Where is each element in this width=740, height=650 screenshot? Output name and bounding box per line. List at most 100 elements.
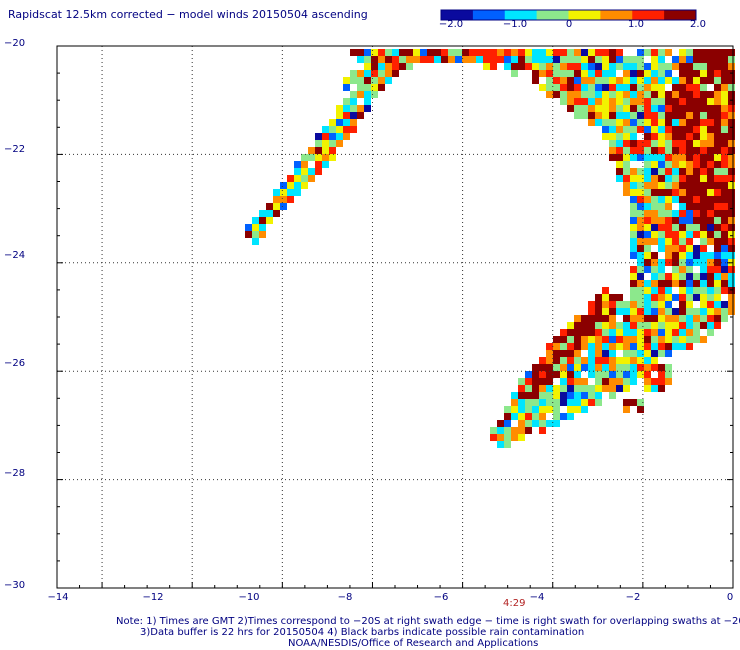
- wind-cell: [665, 77, 672, 84]
- wind-cell: [518, 385, 525, 392]
- wind-cell: [693, 245, 700, 252]
- wind-cell: [483, 49, 490, 56]
- wind-cell: [714, 231, 721, 238]
- wind-cell: [637, 147, 644, 154]
- wind-cell: [693, 119, 700, 126]
- wind-cell: [644, 301, 651, 308]
- wind-cell: [595, 308, 602, 315]
- wind-cell: [714, 112, 721, 119]
- wind-cell: [651, 287, 658, 294]
- wind-cell: [546, 357, 553, 364]
- wind-cell: [686, 238, 693, 245]
- wind-cell: [532, 378, 539, 385]
- wind-cell: [644, 105, 651, 112]
- wind-cell: [539, 63, 546, 70]
- wind-cell: [511, 413, 518, 420]
- wind-cell: [357, 56, 364, 63]
- wind-cell: [651, 315, 658, 322]
- wind-cell: [700, 154, 707, 161]
- wind-cell: [266, 210, 273, 217]
- wind-cell: [707, 154, 714, 161]
- wind-cell: [553, 56, 560, 63]
- wind-cell: [336, 140, 343, 147]
- wind-cell: [525, 406, 532, 413]
- wind-cell: [693, 189, 700, 196]
- wind-cell: [707, 56, 714, 63]
- wind-cell: [665, 133, 672, 140]
- wind-cell: [714, 126, 721, 133]
- wind-cell: [721, 266, 728, 273]
- wind-cell: [511, 63, 518, 70]
- wind-cell: [588, 399, 595, 406]
- wind-cell: [616, 343, 623, 350]
- wind-cell: [658, 217, 665, 224]
- wind-cell: [714, 140, 721, 147]
- wind-cell: [651, 91, 658, 98]
- wind-cell: [511, 399, 518, 406]
- wind-cell: [658, 287, 665, 294]
- wind-cell: [371, 63, 378, 70]
- wind-cell: [616, 84, 623, 91]
- wind-cell: [623, 77, 630, 84]
- wind-cell: [567, 392, 574, 399]
- wind-cell: [602, 63, 609, 70]
- wind-cell: [658, 280, 665, 287]
- wind-cell: [630, 147, 637, 154]
- wind-cell: [532, 392, 539, 399]
- wind-cell: [665, 301, 672, 308]
- wind-cell: [525, 399, 532, 406]
- wind-cell: [721, 98, 728, 105]
- wind-cell: [651, 217, 658, 224]
- wind-cell: [602, 287, 609, 294]
- wind-cell: [644, 315, 651, 322]
- wind-cell: [644, 84, 651, 91]
- wind-cell: [672, 140, 679, 147]
- wind-cell: [644, 140, 651, 147]
- wind-cell: [616, 336, 623, 343]
- wind-cell: [672, 168, 679, 175]
- wind-cell: [371, 70, 378, 77]
- wind-cell: [630, 112, 637, 119]
- wind-cell: [616, 168, 623, 175]
- wind-cell: [588, 350, 595, 357]
- wind-cell: [714, 301, 721, 308]
- notes-block: Note: 1) Times are GMT 2)Times correspon…: [0, 616, 740, 649]
- wind-cell: [644, 350, 651, 357]
- y-axis-label: −22: [4, 144, 26, 155]
- wind-cell: [560, 329, 567, 336]
- wind-cell: [665, 259, 672, 266]
- wind-cell: [728, 77, 735, 84]
- wind-cell: [637, 168, 644, 175]
- wind-cell: [511, 56, 518, 63]
- wind-cell: [630, 322, 637, 329]
- wind-cell: [672, 266, 679, 273]
- wind-cell: [714, 56, 721, 63]
- wind-cell: [504, 420, 511, 427]
- wind-cell: [546, 406, 553, 413]
- wind-cell: [693, 63, 700, 70]
- wind-cell: [679, 210, 686, 217]
- wind-cell: [644, 266, 651, 273]
- wind-cell: [609, 98, 616, 105]
- wind-cell: [665, 91, 672, 98]
- wind-cell: [609, 63, 616, 70]
- colorbar-frame: [440, 9, 697, 21]
- colorbar-segment: [536, 10, 569, 20]
- wind-cell: [651, 308, 658, 315]
- wind-cell: [658, 385, 665, 392]
- wind-cell: [721, 203, 728, 210]
- wind-cell: [567, 56, 574, 63]
- wind-cell: [434, 56, 441, 63]
- wind-cell: [665, 217, 672, 224]
- wind-cell: [693, 49, 700, 56]
- wind-cell: [595, 77, 602, 84]
- colorbar: [440, 9, 697, 21]
- wind-cell: [448, 49, 455, 56]
- wind-cell: [490, 427, 497, 434]
- wind-cell: [294, 175, 301, 182]
- wind-cell: [728, 189, 735, 196]
- wind-cell: [609, 301, 616, 308]
- wind-cell: [651, 329, 658, 336]
- wind-cell: [665, 224, 672, 231]
- wind-cell: [448, 56, 455, 63]
